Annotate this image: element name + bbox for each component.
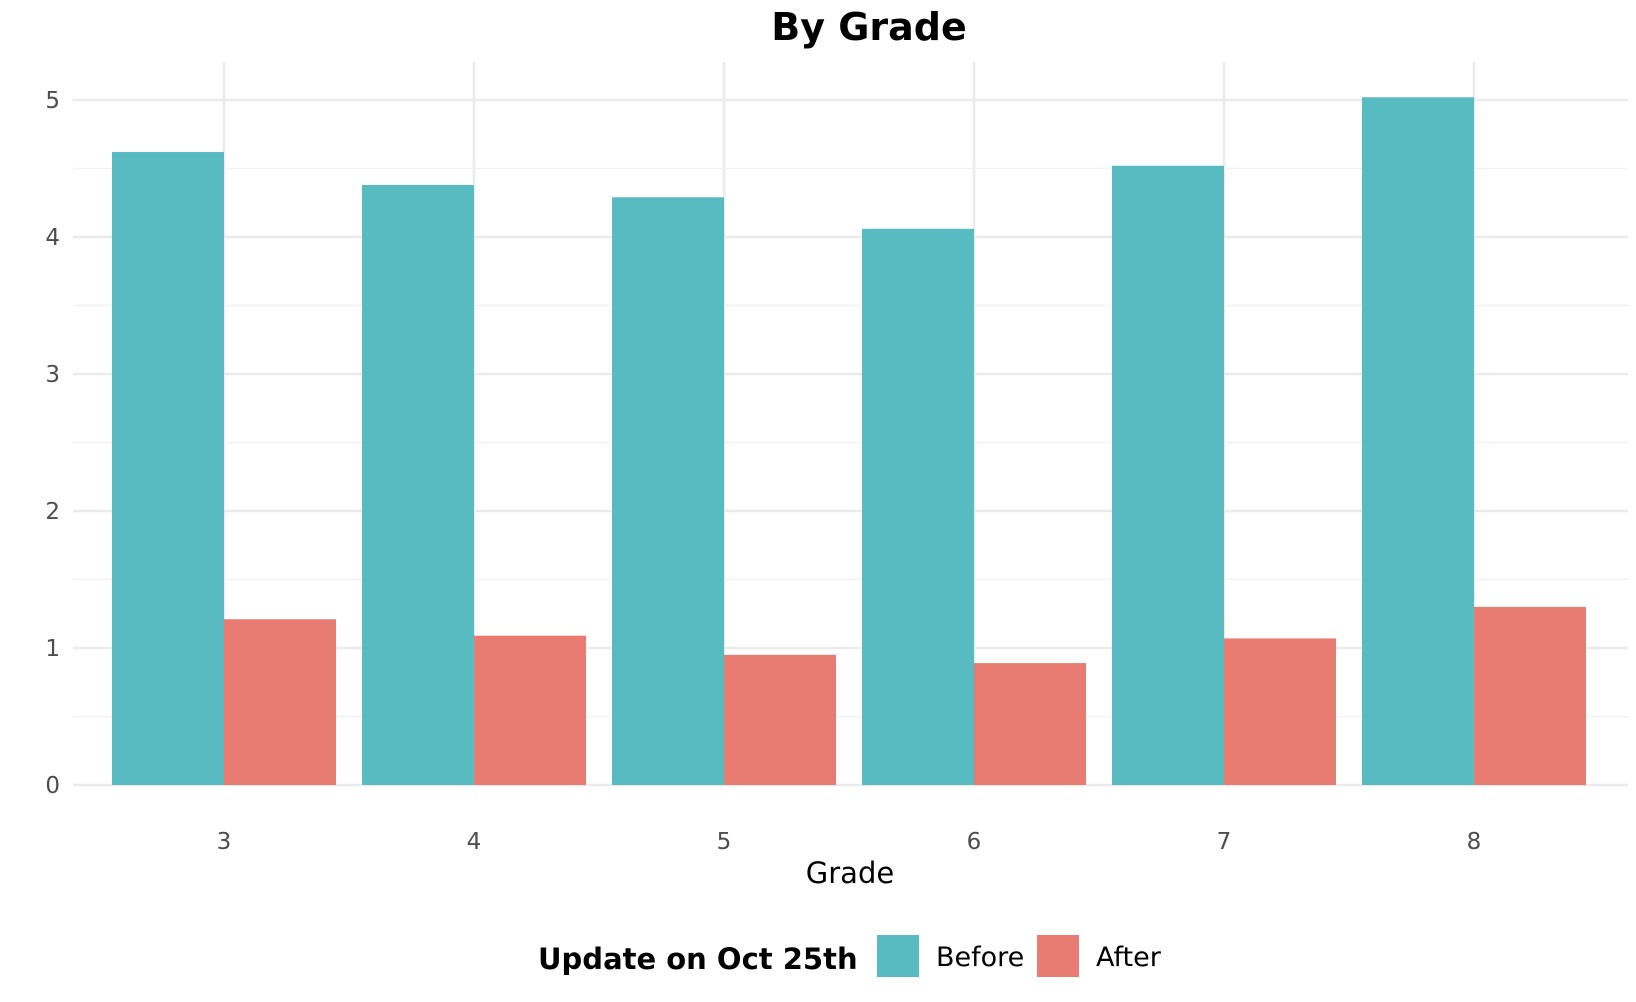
bar-before-grade-3 — [112, 152, 224, 785]
y-tick-label: 4 — [45, 225, 60, 251]
bar-before-grade-4 — [362, 184, 474, 785]
bar-before-grade-8 — [1362, 97, 1474, 785]
y-tick-label: 0 — [45, 773, 60, 799]
chart-title: By Grade — [771, 5, 967, 49]
x-axis-ticks: 3 4 5 6 7 8 — [217, 829, 1482, 855]
legend-label-before: Before — [936, 942, 1024, 973]
legend-items: Before After — [877, 935, 1162, 977]
legend-title: Update on Oct 25th — [538, 942, 858, 976]
y-tick-label: 1 — [45, 636, 60, 662]
x-tick-label: 3 — [217, 829, 232, 855]
legend-key-after — [1037, 935, 1079, 977]
x-tick-label: 4 — [467, 829, 482, 855]
x-tick-label: 8 — [1467, 829, 1482, 855]
legend: Update on Oct 25th Before After — [538, 935, 1162, 977]
y-tick-label: 2 — [45, 499, 60, 525]
y-tick-label: 5 — [45, 88, 60, 114]
bar-after-grade-4 — [474, 635, 586, 785]
bar-after-grade-3 — [224, 619, 336, 785]
y-tick-label: 3 — [45, 362, 60, 388]
x-axis-title: Grade — [806, 856, 894, 890]
bar-before-grade-6 — [862, 228, 974, 785]
bars — [112, 97, 1586, 785]
y-axis-ticks: 0 1 2 3 4 5 — [45, 88, 60, 799]
x-tick-label: 6 — [967, 829, 982, 855]
bar-after-grade-6 — [974, 663, 1086, 785]
bar-before-grade-7 — [1112, 165, 1224, 785]
legend-label-after: After — [1096, 942, 1162, 973]
x-tick-label: 7 — [1217, 829, 1232, 855]
bar-after-grade-8 — [1474, 606, 1586, 785]
bar-after-grade-7 — [1224, 638, 1336, 785]
legend-key-before — [877, 935, 919, 977]
bar-before-grade-5 — [612, 197, 724, 785]
x-tick-label: 5 — [717, 829, 732, 855]
bar-after-grade-5 — [724, 654, 836, 785]
